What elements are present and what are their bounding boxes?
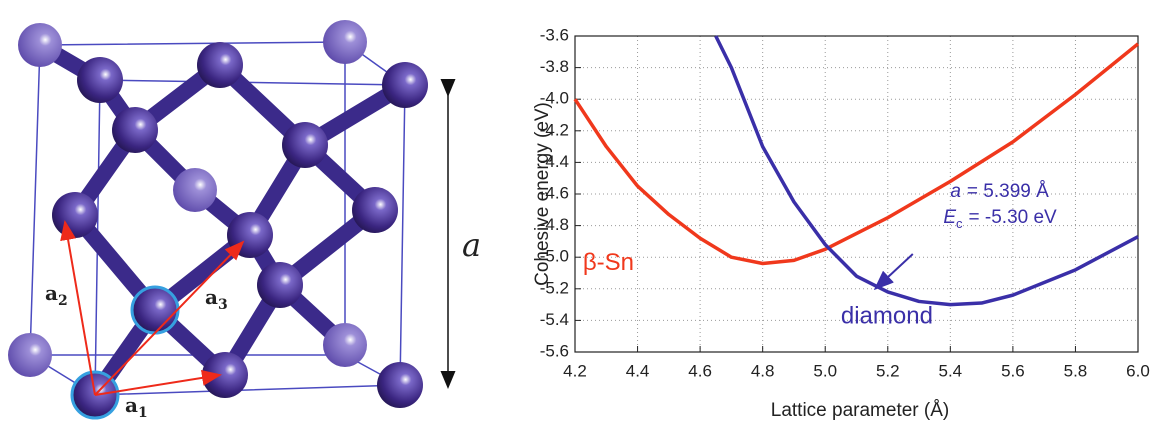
x-axis-title: Lattice parameter (Å)	[771, 400, 949, 421]
annotation-text: = -5.30 eV	[969, 207, 1058, 228]
vector-symbol: a	[125, 393, 138, 417]
x-tick-label: 5.6	[1001, 361, 1025, 380]
vector-label: a2	[45, 281, 68, 309]
annotation: a = 5.399 Å	[950, 181, 1049, 202]
y-tick-label: -5.2	[540, 278, 569, 297]
y-tick-label: -4.0	[540, 89, 569, 108]
x-tick-label: 4.4	[626, 361, 650, 380]
lattice-label: a	[462, 226, 481, 264]
y-tick-label: -4.2	[540, 120, 569, 139]
series-label: diamond	[841, 303, 933, 330]
x-tick-label: 5.2	[876, 361, 900, 380]
y-tick-label: -3.8	[540, 57, 569, 76]
vector-subscript: 1	[138, 405, 148, 421]
annotation: Ec = -5.30 eV	[943, 207, 1057, 231]
annotation-arrow	[873, 253, 914, 291]
vector-label: a1	[125, 393, 148, 421]
x-tick-label: 5.4	[939, 361, 963, 380]
annotation-subscript: c	[956, 216, 963, 231]
y-tick-label: -4.8	[540, 215, 569, 234]
vector-symbol: a	[205, 285, 218, 309]
y-tick-label: -4.4	[540, 152, 569, 171]
y-tick-label: -3.6	[540, 25, 569, 44]
x-tick-label: 6.0	[1126, 361, 1150, 380]
x-tick-label: 4.2	[563, 361, 587, 380]
line-series	[573, 42, 1140, 266]
series-label: β-Sn	[583, 249, 634, 276]
x-tick-label: 4.6	[688, 361, 712, 380]
vector-symbol: a	[45, 281, 58, 305]
y-axis-title: Cohesive energy (eV)	[532, 102, 553, 286]
y-tick-label: -5.6	[540, 341, 569, 360]
x-tick-label: 4.8	[751, 361, 775, 380]
vector-label: a3	[205, 285, 228, 313]
annotation-symbol: E	[943, 207, 956, 228]
annotation-text: = 5.399 Å	[967, 181, 1049, 202]
line-series	[714, 35, 1139, 307]
x-tick-label: 5.8	[1064, 361, 1088, 380]
y-tick-label: -5.0	[540, 247, 569, 266]
crystal-structure: a1 a2 a3 a	[8, 20, 481, 421]
y-tick-label: -5.4	[540, 310, 569, 329]
vector-subscript: 2	[58, 293, 68, 309]
y-tick-label: -4.6	[540, 183, 569, 202]
x-tick-label: 5.0	[813, 361, 837, 380]
plot-frame	[574, 35, 1139, 353]
vector-subscript: 3	[218, 297, 228, 313]
annotation-symbol: a	[950, 181, 961, 202]
